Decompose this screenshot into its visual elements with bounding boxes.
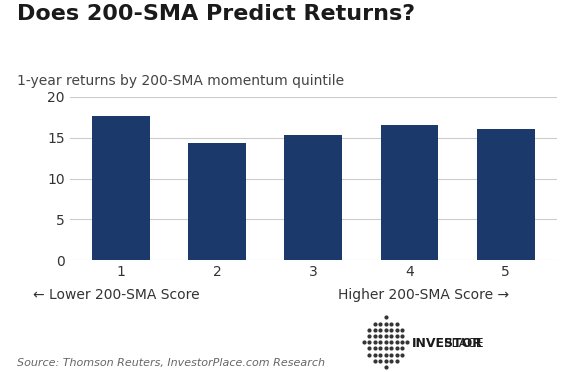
Text: INVESTOR: INVESTOR <box>412 337 483 350</box>
Text: 1-year returns by 200-SMA momentum quintile: 1-year returns by 200-SMA momentum quint… <box>17 74 345 89</box>
Text: ← Lower 200-SMA Score: ← Lower 200-SMA Score <box>32 288 200 302</box>
Bar <box>188 143 246 260</box>
Bar <box>92 116 150 260</box>
Text: PLACE: PLACE <box>412 337 483 350</box>
Bar <box>380 125 438 260</box>
Text: Source: Thomson Reuters, InvestorPlace.com Research: Source: Thomson Reuters, InvestorPlace.c… <box>17 358 325 368</box>
Bar <box>477 129 535 260</box>
Bar <box>284 135 342 260</box>
Text: Does 200-SMA Predict Returns?: Does 200-SMA Predict Returns? <box>17 4 415 24</box>
Text: Higher 200-SMA Score →: Higher 200-SMA Score → <box>338 288 509 302</box>
